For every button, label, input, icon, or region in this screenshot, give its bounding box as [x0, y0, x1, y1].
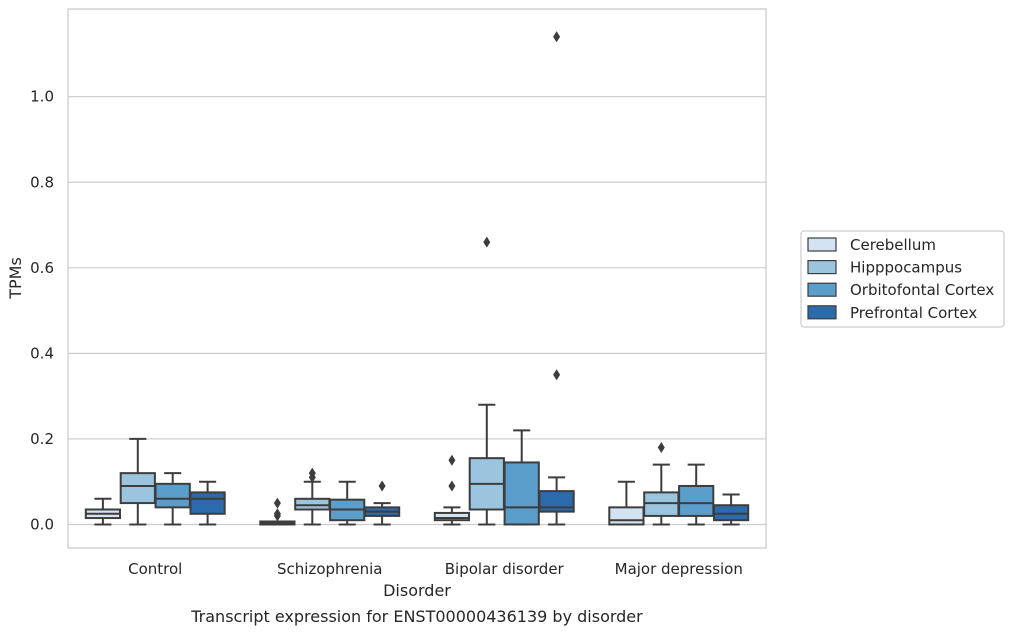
outlier-point	[378, 480, 386, 492]
x-tick-label: Control	[128, 560, 182, 578]
legend-label: Hipppocampus	[850, 259, 962, 277]
legend: Cerebellum Hipppocampus Orbitofontal Corte…	[800, 230, 1005, 328]
legend-swatch	[807, 260, 837, 275]
x-tick-label: Major depression	[615, 560, 743, 578]
box-plot	[678, 463, 715, 526]
box	[643, 491, 680, 517]
box	[433, 511, 471, 522]
legend-item: Orbitofontal Cortex	[807, 281, 994, 299]
box-plot	[712, 493, 750, 526]
boxes	[84, 31, 750, 526]
outlier-point	[448, 480, 456, 492]
legend-swatch	[807, 305, 837, 320]
outlier-point	[483, 236, 491, 248]
box-plot	[468, 236, 505, 526]
box	[712, 504, 750, 522]
outlier-point	[657, 441, 665, 453]
legend-item: Hipppocampus	[807, 259, 962, 277]
y-tick-label: 1.0	[30, 88, 54, 106]
y-tick-label: 0.4	[30, 344, 54, 362]
y-tick-label: 0.6	[30, 259, 54, 277]
box-plot	[259, 497, 296, 526]
box-plot	[84, 497, 122, 526]
box-plot	[643, 441, 680, 526]
outlier-point	[273, 497, 281, 509]
legend-frame	[800, 230, 1005, 328]
box-plot	[154, 472, 191, 526]
chart-caption: Transcript expression for ENST0000043613…	[190, 607, 643, 626]
x-tick-labels: Control Schizophrenia Bipolar disorder Majo…	[128, 560, 743, 578]
box	[119, 472, 156, 505]
box-plot	[538, 31, 575, 526]
outlier-point	[273, 508, 281, 520]
legend-item: Prefrontal Cortex	[807, 304, 977, 322]
legend-swatch	[807, 282, 837, 297]
y-tick-label: 0.0	[30, 515, 54, 533]
box-plot	[503, 429, 540, 526]
box-plot	[363, 480, 401, 526]
grid-lines	[68, 96, 766, 526]
box-plot	[189, 480, 226, 526]
box-plot	[119, 437, 156, 526]
y-tick-label: 0.2	[30, 430, 54, 448]
legend-swatch	[807, 237, 837, 252]
box-plot	[433, 454, 471, 526]
outlier-point	[448, 454, 456, 466]
x-tick-label: Bipolar disorder	[445, 560, 565, 578]
box-plot	[294, 467, 331, 526]
outlier-point	[308, 467, 316, 479]
legend-label: Prefrontal Cortex	[850, 304, 977, 322]
y-axis-label: TPMs	[6, 257, 25, 300]
x-axis-label: Disorder	[383, 581, 451, 600]
outlier-point	[553, 31, 561, 43]
box	[189, 491, 226, 515]
legend-item: Cerebellum	[807, 236, 936, 254]
box	[678, 484, 715, 517]
box	[154, 482, 191, 509]
legend-label: Orbitofontal Cortex	[850, 281, 994, 299]
y-tick-labels: 0.0 0.2 0.4 0.6 0.8 1.0	[30, 88, 54, 534]
legend-label: Cerebellum	[850, 236, 936, 254]
outlier-point	[553, 369, 561, 381]
box	[503, 461, 540, 526]
box	[538, 490, 575, 513]
x-tick-label: Schizophrenia	[277, 560, 382, 578]
box	[294, 497, 331, 511]
y-tick-label: 0.8	[30, 173, 54, 191]
box	[608, 506, 645, 526]
plot-frame	[67, 8, 767, 549]
box-plot	[329, 480, 366, 526]
box-plot	[608, 480, 645, 526]
